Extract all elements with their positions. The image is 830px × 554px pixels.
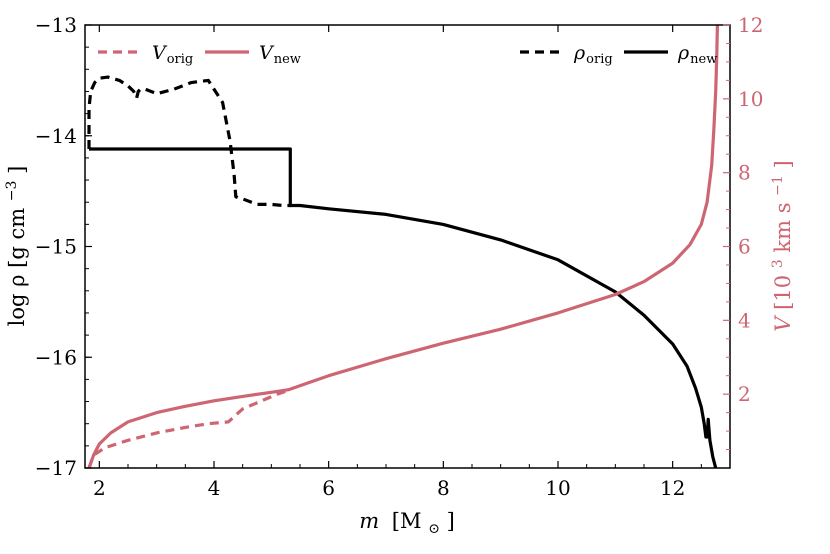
x-tick-label: 12 [660, 476, 685, 500]
y-axis-right-label: V [10 3 km s −1 ] [763, 160, 795, 331]
legend-label-rho-orig: ρorig [573, 42, 613, 67]
y-left-tick-label: −14 [35, 124, 77, 148]
series-V-new-line [87, 24, 719, 469]
y-right-tick-label: 8 [738, 161, 751, 185]
y-right-tick-label: 6 [738, 235, 751, 259]
x-tick-label: 6 [322, 476, 335, 500]
legend: Vorig Vnew ρorig ρnew [98, 42, 717, 67]
legend-label-V-orig: Vorig [152, 42, 193, 67]
y-left-tick-label: −13 [35, 13, 77, 37]
y-axis-left-label: log ρ [g cm −3 ] [0, 166, 29, 327]
y-left-tick-label: −16 [35, 345, 77, 369]
y-right-tick-label: 10 [738, 87, 763, 111]
ticks-layer: 2 4 6 8 10 12 −17 −16 −15 −14 −13 2 4 6 8 10 12 [35, 13, 764, 500]
y-left-tick-label: −15 [35, 235, 77, 259]
legend-label-rho-new: ρnew [677, 42, 717, 67]
series-layer [87, 24, 719, 469]
series-V-orig-line [87, 388, 289, 469]
series-rho-orig-line [87, 75, 292, 208]
series-rho-new-line [89, 147, 718, 469]
plot-frame [84, 24, 731, 469]
x-tick-label: 8 [437, 476, 450, 500]
legend-label-V-new: Vnew [259, 42, 301, 67]
y-right-tick-label: 4 [738, 308, 751, 332]
x-tick-label: 10 [545, 476, 570, 500]
x-tick-label: 4 [208, 476, 221, 500]
y-right-tick-label: 2 [738, 382, 751, 406]
x-axis-label: m [M ⊙ ] [359, 509, 455, 538]
y-left-tick-label: −17 [35, 456, 77, 480]
y-right-tick-label: 12 [738, 13, 763, 37]
x-tick-label: 2 [93, 476, 106, 500]
